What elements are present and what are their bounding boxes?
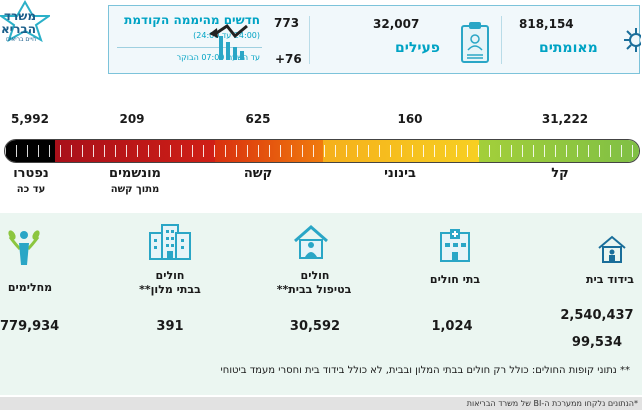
moderate-label: בינוני bbox=[384, 166, 416, 181]
virus-icon bbox=[624, 28, 641, 52]
summary-header: 818,154 מאומתים 32,007 פעילים 773 +76 חד… bbox=[108, 5, 641, 74]
home-care-label-line1: חולים bbox=[300, 269, 330, 282]
deceased-sublabel: עד כה bbox=[16, 184, 46, 195]
new-cases-today-value: +76 bbox=[275, 52, 302, 66]
confirmed-value: 818,154 bbox=[519, 17, 574, 31]
mild-label: קל bbox=[551, 166, 569, 181]
home-care-value: 30,592 bbox=[289, 319, 341, 334]
home-isolation-value: 2,540,437 bbox=[560, 308, 634, 323]
hotels-label-line1: חולים bbox=[155, 269, 185, 282]
severe-value: 625 bbox=[245, 112, 271, 126]
deceased-value: 5,992 bbox=[11, 112, 49, 126]
logo-small-text: חיים בריאים bbox=[5, 36, 36, 43]
hotels-value: 391 bbox=[156, 319, 184, 334]
logo-text-line1: משרד bbox=[3, 9, 36, 23]
source-note: *הנתונים נלקחו ממערכת ה-BI של משרד הבריא… bbox=[466, 399, 638, 408]
treatment-panel: בידוד בית 2,540,437 99,534 בתי חולים 1,0… bbox=[0, 213, 642, 395]
hospitals-value: 1,024 bbox=[431, 319, 473, 334]
moderate-value: 160 bbox=[397, 112, 423, 126]
house-person-icon bbox=[598, 235, 626, 263]
ministry-logo: משרד הבריא חיים בריאים bbox=[0, 0, 53, 44]
home-care-label-line2: בטיפול בבית** bbox=[276, 283, 352, 296]
hospital-icon bbox=[440, 229, 470, 262]
logo-text-line2: הבריא bbox=[0, 22, 36, 36]
severe-label: קשה bbox=[243, 166, 273, 181]
new-cases-time-range: (24:00 עד 24:00) bbox=[193, 31, 260, 40]
logo-emblem-icon bbox=[0, 0, 53, 43]
trend-chart-icon bbox=[209, 23, 248, 60]
active-label: פעילים bbox=[395, 40, 440, 56]
active-value: 32,007 bbox=[373, 17, 420, 31]
deceased-label: נפטרו bbox=[13, 166, 49, 181]
home-isolation-label: בידוד בית bbox=[586, 273, 634, 286]
ventilated-value: 209 bbox=[119, 112, 145, 126]
recovered-value: 779,934 bbox=[0, 319, 60, 334]
clipboard-icon bbox=[461, 22, 489, 63]
home-isolation-value2: 99,534 bbox=[571, 335, 623, 350]
recovered-person-icon bbox=[8, 230, 40, 265]
bottom-source-bar: *הנתונים נלקחו ממערכת ה-BI של משרד הבריא… bbox=[0, 397, 642, 410]
new-cases-value: 773 bbox=[274, 16, 300, 30]
ventilated-sublabel: מתוך קשה bbox=[110, 184, 160, 195]
hospitals-label: בתי חולים bbox=[429, 273, 481, 286]
severity-gauge bbox=[4, 139, 640, 163]
confirmed-label: מאומתים bbox=[539, 40, 598, 56]
home-care-icon bbox=[294, 225, 328, 259]
ventilated-label: מונשמים bbox=[109, 166, 161, 181]
new-cases-divider bbox=[117, 47, 262, 48]
mild-value: 31,222 bbox=[541, 112, 589, 126]
new-cases-title: חדשים מהיממה הקודמת bbox=[124, 13, 260, 27]
footnote: ** נתוני קופות החולים: כולל רק חולים בבת… bbox=[220, 365, 630, 376]
recovered-label: מחלימים bbox=[7, 281, 53, 294]
hotels-label-line2: בבתי מלון** bbox=[139, 283, 201, 296]
hotel-icon bbox=[149, 224, 191, 260]
